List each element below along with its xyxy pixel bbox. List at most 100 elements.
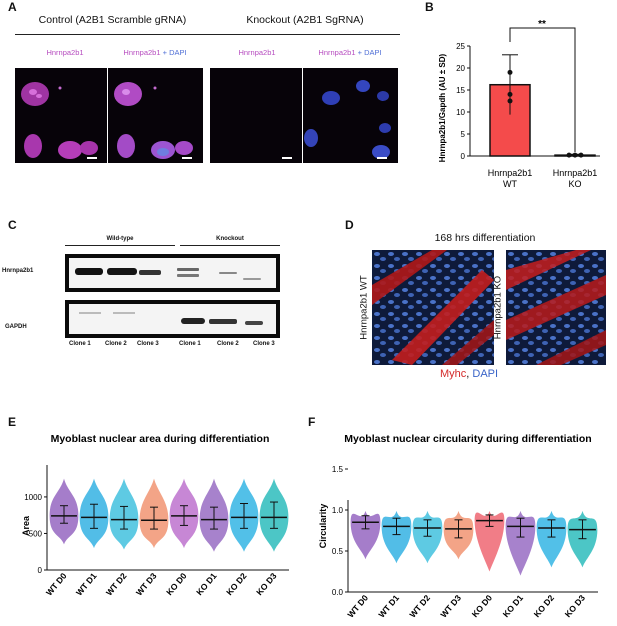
panel-b-point — [507, 98, 513, 104]
legend-dapi: DAPI — [472, 368, 499, 380]
chartF-ytick-label: 1.5 — [332, 465, 344, 474]
panel-b-ytick-label: 15 — [456, 86, 465, 95]
wt-vertical-label: Hnrnpa2b1 WT — [356, 252, 370, 364]
panel-b-ticks: 0 5 10 15 20 25 — [456, 42, 470, 161]
merge-label-b: + DAPI — [355, 48, 382, 57]
chartF-violin — [536, 510, 567, 568]
chartE-category-label: KO D3 — [254, 571, 279, 598]
chartF-category-label: KO D2 — [532, 593, 557, 620]
clone-label: Clone 3 — [137, 341, 159, 347]
panel-f-ticks: 0.0 0.5 1.0 1.5 — [332, 465, 598, 597]
panel-b-point — [507, 91, 513, 97]
panel-e-chart: Myoblast nuclear area during differentia… — [21, 433, 289, 598]
label-merge-ko: Hnrnpa2b1 + DAPI — [300, 48, 400, 57]
panel-b-point — [507, 69, 513, 75]
label-merge-control: Hnrnpa2b1 + DAPI — [105, 48, 205, 57]
panel-d-legend: Myhc, DAPI — [440, 368, 498, 380]
merge-label-a: Hnrnpa2b1 — [318, 48, 356, 57]
panel-b-ytick-label: 20 — [456, 64, 465, 73]
significance-label: ** — [538, 19, 546, 30]
panel-e-title: Myoblast nuclear area during differentia… — [51, 433, 270, 445]
wildtype-rule — [65, 245, 175, 246]
clone-label: Clone 2 — [217, 341, 239, 347]
ko-vertical-label: Hnrnpa2b1 KO — [490, 252, 504, 364]
panel-e-ticks: 0 500 1000 — [24, 465, 289, 575]
panel-f-title: Myoblast nuclear circularity during diff… — [344, 433, 591, 445]
legend-myhc: Myhc — [440, 368, 467, 380]
chartE-ytick-label: 0 — [38, 566, 43, 575]
panel-b-ytick-label: 10 — [456, 108, 465, 117]
merge-label-b: + DAPI — [160, 48, 187, 57]
panel-b-ytick-label: 0 — [461, 152, 466, 161]
merge-label-a: Hnrnpa2b1 — [123, 48, 161, 57]
panel-f-marks — [350, 510, 598, 576]
panel-f-letter: F — [308, 415, 316, 429]
legend-sep: , — [466, 368, 473, 380]
chartF-ytick-label: 0.0 — [332, 588, 344, 597]
clone-labels: Clone 1 Clone 2 Clone 3 Clone 1 Clone 2 … — [65, 341, 280, 351]
panel-b-cat-1-line1: Hnrnpa2b1 — [553, 168, 598, 178]
panel-b-cat-0-line1: Hnrnpa2b1 — [488, 168, 533, 178]
micrograph-ko-merge — [303, 68, 398, 163]
panel-b-point — [566, 152, 572, 158]
panel-e-letter: E — [8, 415, 17, 429]
panel-e-marks — [49, 478, 289, 552]
label-hnrnpa2b1-ko: Hnrnpa2b1 — [238, 48, 276, 57]
chartE-category-label: WT D2 — [104, 571, 129, 598]
chartF-category-label: KO D0 — [470, 593, 495, 620]
clone-label: Clone 3 — [253, 341, 275, 347]
control-header-rule — [15, 34, 210, 35]
row-gapdh-label: GAPDH — [5, 324, 27, 330]
chartE-ytick-label: 1000 — [24, 493, 42, 502]
row-hnrnpa2b1-label: Hnrnpa2b1 — [2, 268, 34, 274]
panel-b-ytick-label: 5 — [461, 130, 466, 139]
panel-b-letter: B — [425, 0, 434, 14]
chartF-category-label: WT D0 — [345, 593, 370, 620]
panel-b-ylabel: Hnrnpa2b1/Gapdh (AU ± SD) — [438, 53, 447, 162]
chartE-category-label: WT D3 — [134, 571, 159, 598]
panel-f-categories: WT D0 WT D1 WT D2 WT D3 KO D0 KO D1 KO D2 KO D3 — [345, 593, 587, 620]
clone-label: Clone 1 — [179, 341, 201, 347]
chartF-violin — [474, 510, 505, 572]
chartF-ytick-label: 0.5 — [332, 547, 344, 556]
panel-f-ylabel: Circularity — [318, 504, 328, 549]
chartF-category-label: WT D1 — [376, 593, 401, 620]
panel-d-letter: D — [345, 218, 354, 232]
micrograph-ko-hnrnpa2b1 — [210, 68, 302, 163]
panel-d-title: 168 hrs differentiation — [434, 232, 536, 244]
knockout-header-rule — [210, 34, 400, 35]
ko-label-text: Hnrnpa2b1 KO — [492, 275, 504, 340]
wildtype-label: Wild-type — [106, 236, 134, 242]
panel-b-marks — [470, 54, 600, 158]
panel-b-point — [572, 152, 578, 158]
label-hnrnpa2b1-control: Hnrnpa2b1 — [46, 48, 84, 57]
panel-c-letter: C — [8, 218, 17, 232]
panel-b-point — [578, 152, 584, 158]
chartF-ytick-label: 1.0 — [332, 506, 344, 515]
chartE-ytick-label: 500 — [29, 529, 43, 538]
micrograph-control-hnrnpa2b1 — [15, 68, 107, 163]
chartE-category-label: KO D0 — [164, 571, 189, 598]
myhc-image-ko — [506, 250, 606, 365]
wt-label-text: Hnrnpa2b1 WT — [358, 275, 370, 340]
panel-b-ytick-label: 25 — [456, 42, 465, 51]
clone-label: Clone 2 — [105, 341, 127, 347]
myhc-image-wt — [372, 250, 494, 365]
panel-b-cat-1-line2: KO — [568, 179, 581, 189]
clone-label: Clone 1 — [69, 341, 91, 347]
chartE-category-label: KO D1 — [194, 571, 219, 598]
chartF-category-label: KO D3 — [563, 593, 588, 620]
chartF-violin — [412, 510, 443, 564]
knockout-header: Knockout (A2B1 SgRNA) — [246, 14, 364, 26]
blot-gapdh — [65, 300, 280, 338]
chartF-category-label: KO D1 — [501, 593, 526, 620]
knockout-rule — [180, 245, 280, 246]
panel-f-chart: Myoblast nuclear circularity during diff… — [318, 433, 598, 620]
blot-hnrnpa2b1 — [65, 254, 280, 292]
chartE-category-label: WT D0 — [44, 571, 69, 598]
chartF-category-label: WT D2 — [407, 593, 432, 620]
significance-bracket — [509, 27, 576, 152]
panel-e-categories: WT D0 WT D1 WT D2 WT D3 KO D0 KO D1 KO D2 KO D3 — [44, 571, 279, 598]
chartE-category-label: KO D2 — [224, 571, 249, 598]
